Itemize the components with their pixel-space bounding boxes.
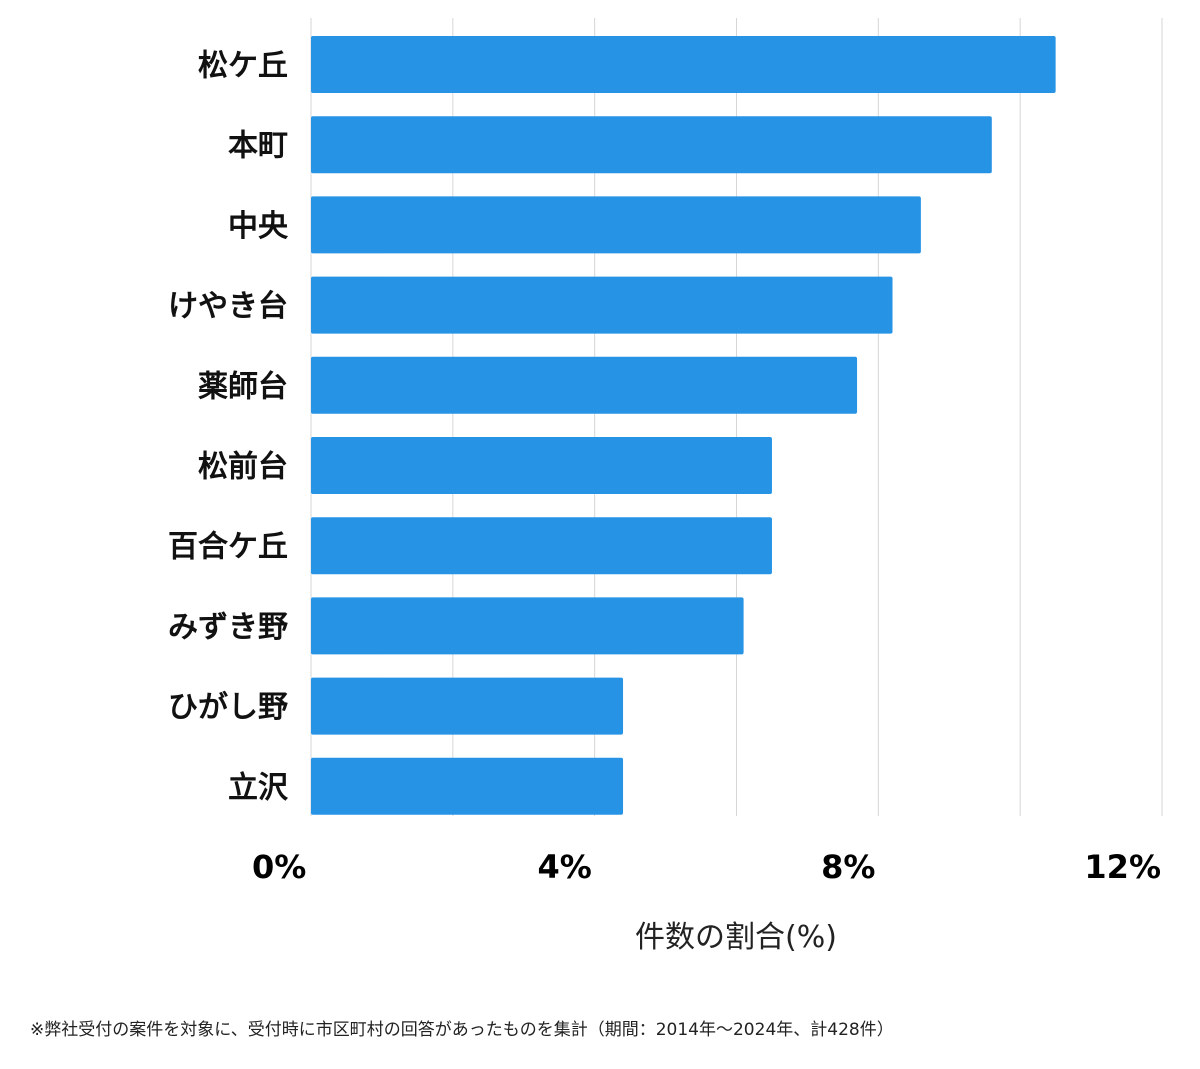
category-label: 松ケ丘 [198, 49, 288, 84]
bar [311, 437, 772, 494]
category-label: 百合ケ丘 [168, 530, 288, 565]
x-tick-label: 4% [538, 848, 592, 886]
x-tick-label: 8% [821, 848, 875, 886]
x-tick-labels: 0% 4% 8% 12% [252, 848, 1161, 886]
bar [311, 116, 992, 174]
bar [311, 757, 624, 815]
category-label: 中央 [228, 209, 289, 244]
x-tick-label: 12% [1084, 848, 1161, 886]
footnote: ※弊社受付の案件を対象に、受付時に市区町村の回答があったものを集計（期間：201… [30, 1020, 894, 1040]
x-tick-label: 0% [252, 848, 306, 886]
bars [311, 36, 1056, 815]
x-axis-title: 件数の割合(%) [635, 920, 837, 955]
bar [311, 597, 744, 655]
bar [311, 517, 772, 575]
category-label: 本町 [228, 129, 288, 164]
category-label: 松前台 [198, 450, 288, 485]
bar [311, 276, 893, 334]
category-label: みずき野 [168, 610, 288, 645]
category-label: けやき台 [168, 289, 288, 324]
category-label: 立沢 [228, 770, 289, 805]
bar [311, 36, 1056, 93]
bar [311, 196, 921, 254]
category-label: ひがし野 [168, 690, 288, 725]
bar [311, 677, 624, 735]
category-label: 薬師台 [198, 369, 288, 404]
bar [311, 356, 858, 414]
